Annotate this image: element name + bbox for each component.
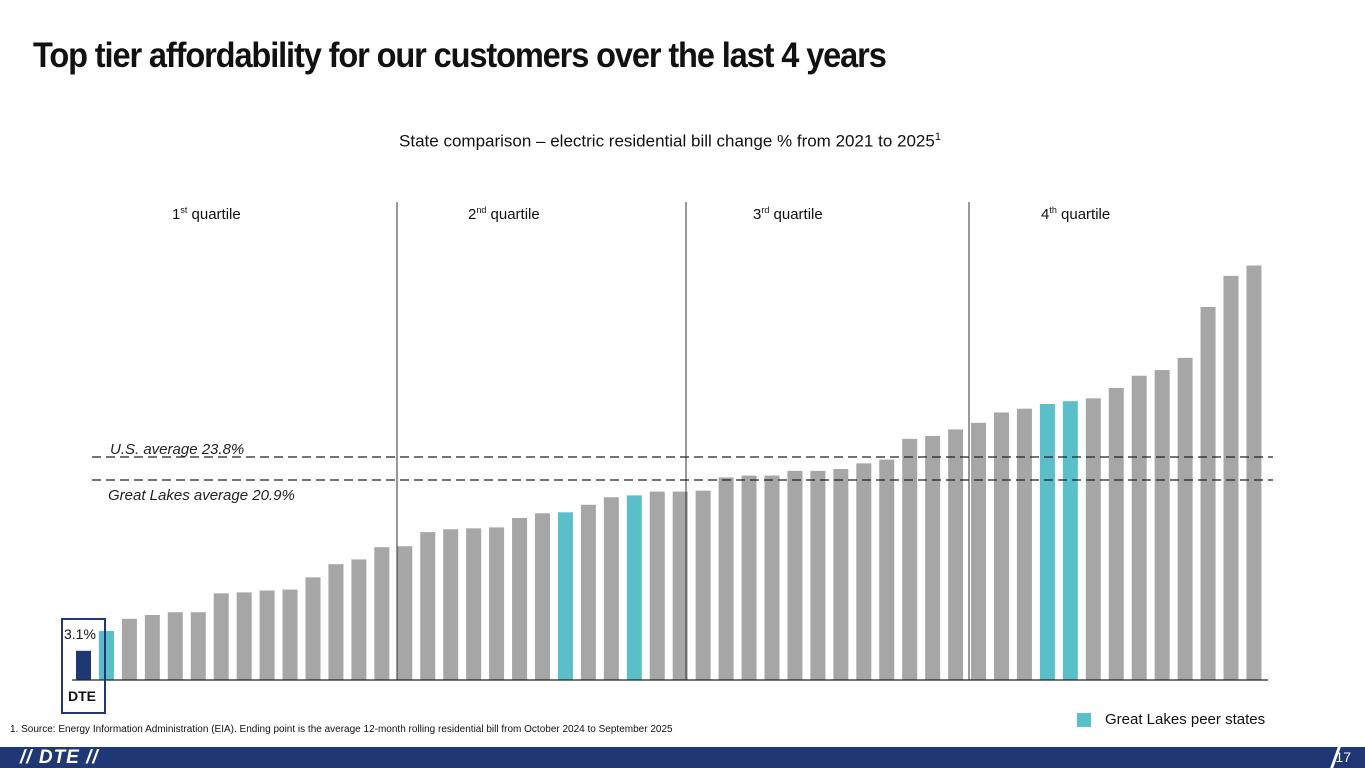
bar-state	[764, 475, 780, 680]
bar-state	[1200, 306, 1216, 680]
bar-state	[741, 475, 757, 680]
bar-dte	[76, 650, 91, 680]
bar-state	[649, 491, 665, 680]
bar-state	[236, 592, 252, 680]
chart-title-text: State comparison – electric residential …	[399, 131, 935, 151]
bar-state	[397, 546, 413, 680]
bar-state	[535, 513, 550, 680]
bar-peer-state	[98, 631, 114, 680]
bar-state	[512, 517, 528, 680]
bar-state	[672, 491, 688, 680]
great-lakes-average-label: Great Lakes average 20.9%	[108, 487, 295, 504]
bar-state	[420, 532, 436, 680]
bar-state	[259, 590, 275, 680]
bar-state	[925, 436, 941, 680]
legend-swatch-peer	[1077, 712, 1091, 727]
dte-highlight-box	[61, 618, 106, 714]
dte-value-label: 3.1%	[64, 626, 96, 642]
legend-label: Great Lakes peer states	[1105, 711, 1266, 728]
quartile-3-label: 3rd quartile	[753, 205, 823, 223]
bar-peer-state	[1039, 403, 1055, 680]
bar-state	[121, 618, 137, 680]
bar-state	[282, 589, 298, 680]
bar-state	[213, 593, 229, 680]
bar-peer-state	[557, 512, 573, 680]
bar-state	[1246, 265, 1262, 680]
bar-state	[305, 577, 321, 680]
bar-state	[810, 470, 826, 680]
page-title: Top tier affordability for our customers…	[33, 36, 887, 75]
quartile-4-label: 4th quartile	[1041, 205, 1111, 223]
bar-state	[1154, 370, 1170, 680]
bar-state	[489, 527, 505, 680]
bar-state	[1223, 275, 1239, 680]
bar-state	[603, 497, 619, 680]
bar-state	[1131, 375, 1147, 680]
dte-bar-label: DTE	[68, 688, 96, 704]
bar-state	[971, 422, 987, 680]
bar-state	[902, 438, 918, 680]
bar-state	[856, 463, 872, 680]
footnote: 1. Source: Energy Information Administra…	[10, 724, 673, 735]
bar-state	[718, 477, 734, 680]
bar-state	[948, 429, 964, 680]
bar-state	[167, 612, 183, 680]
bar-state	[374, 547, 390, 680]
quartile-2-label: 2nd quartile	[468, 205, 540, 223]
dte-logo: // DTE //	[20, 747, 99, 768]
bar-state	[1016, 408, 1032, 680]
bar-state	[190, 612, 206, 680]
bar-state	[695, 490, 711, 680]
footer-bar: // DTE // 17	[0, 747, 1365, 768]
legend: Great Lakes peer states	[1077, 711, 1265, 728]
bar-state	[144, 615, 160, 680]
bar-state	[1085, 398, 1101, 680]
bar-state	[879, 459, 895, 680]
bar-state	[351, 559, 367, 680]
quartile-1-label: 1st quartile	[172, 205, 241, 223]
bar-state	[833, 468, 849, 680]
bar-state	[328, 564, 344, 680]
bar-state	[1177, 357, 1193, 680]
bar-state	[994, 412, 1009, 680]
bar-state	[466, 528, 482, 680]
bar-peer-state	[1062, 401, 1078, 680]
chart-title: State comparison – electric residential …	[0, 131, 1340, 152]
bar-state	[1108, 387, 1124, 680]
us-average-label: U.S. average 23.8%	[110, 441, 245, 458]
bar-state	[787, 470, 803, 680]
bar-state	[580, 504, 596, 680]
bar-state	[443, 529, 459, 680]
footnote-marker: 1	[934, 131, 941, 143]
page-number: 17	[1335, 749, 1351, 765]
bar-peer-state	[626, 495, 642, 680]
